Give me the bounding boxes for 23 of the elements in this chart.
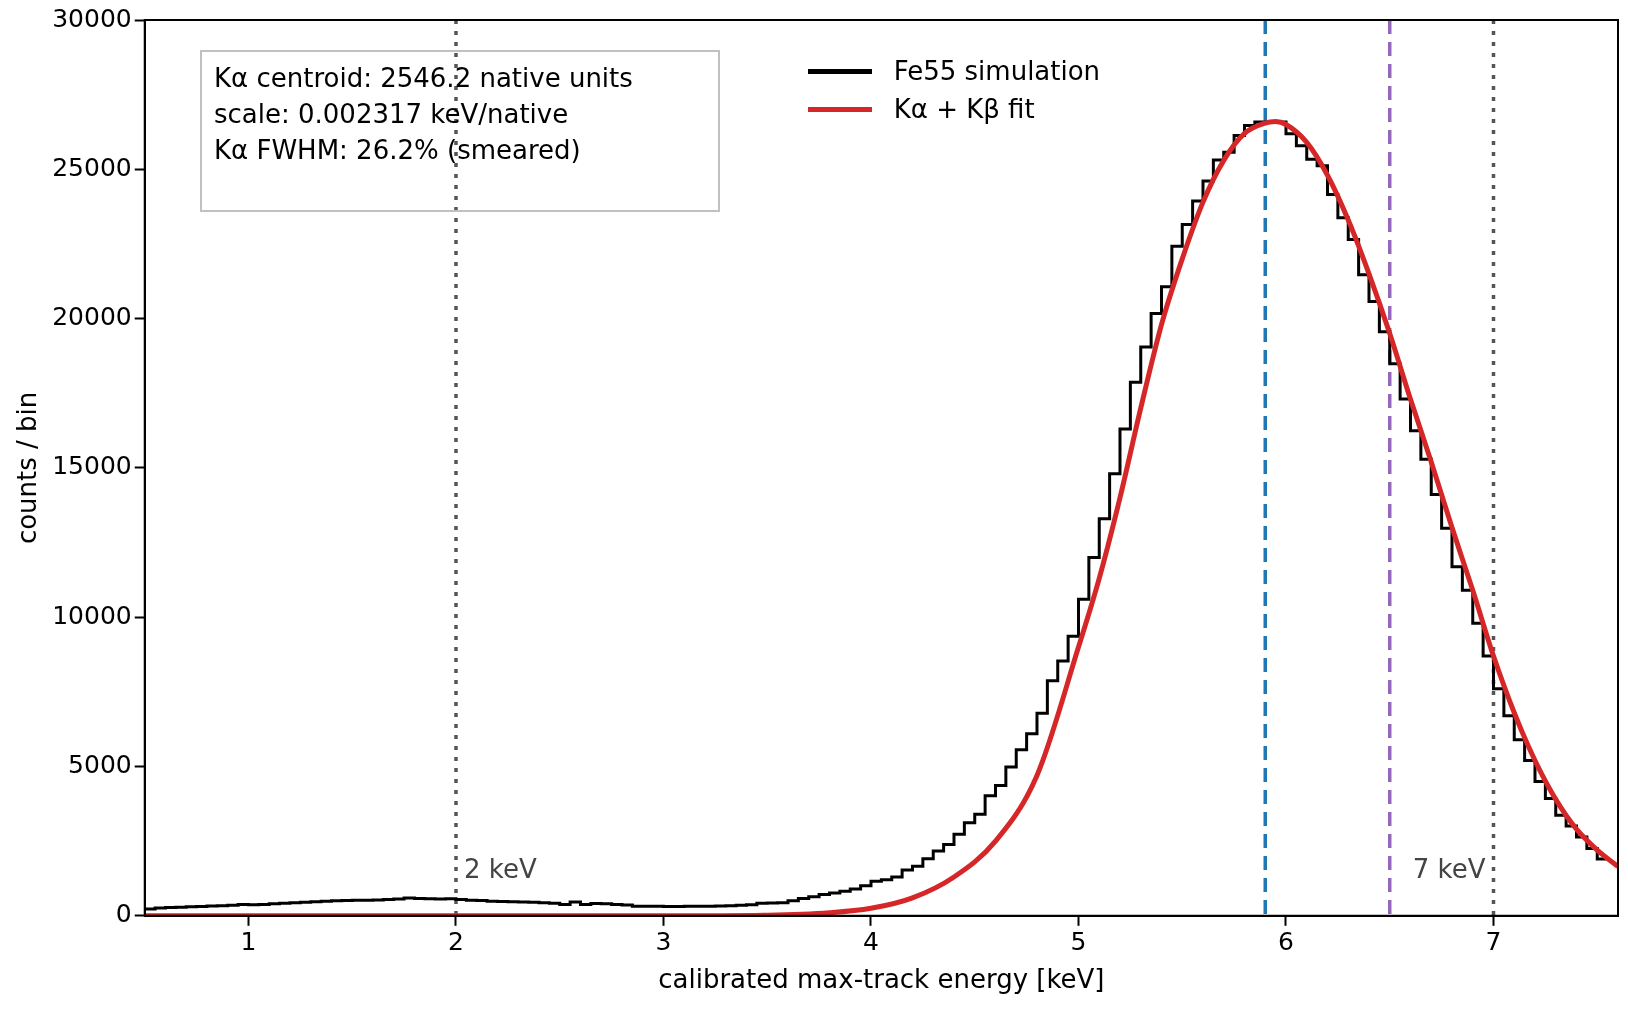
x-axis-title: calibrated max-track energy [keV] [658, 964, 1105, 995]
annotation: Kα FWHM: 26.2% (smeared) [214, 134, 582, 167]
ref-line-label: 2 keV [463, 853, 537, 884]
x-tick-label: 6 [1278, 927, 1294, 957]
y-tick-label: 10000 [52, 600, 132, 630]
annotation: Kα centroid: 2546.2 native units [214, 62, 634, 95]
y-tick-label: 5000 [68, 750, 132, 779]
x-tick-label: 1 [240, 927, 257, 957]
ref-line-label: 7 keV [1412, 853, 1486, 884]
x-tick-label: 7 [1485, 927, 1502, 957]
annotation: scale: 0.002317 keV/native [214, 98, 570, 131]
x-tick-label: 3 [655, 927, 672, 957]
y-tick-label: 30000 [52, 3, 132, 33]
y-tick-label: 25000 [52, 152, 132, 182]
x-tick-label: 5 [1070, 927, 1087, 957]
legend-label: Fe55 simulation [893, 56, 1101, 86]
x-tick-label: 4 [863, 927, 879, 957]
y-tick-label: 15000 [52, 451, 132, 481]
y-axis-title: counts / bin [12, 391, 43, 545]
x-tick-label: 2 [448, 927, 464, 957]
y-tick-label: 20000 [52, 302, 132, 332]
y-tick-label: 0 [115, 899, 132, 929]
legend-label: Kα + Kβ fit [893, 94, 1035, 124]
